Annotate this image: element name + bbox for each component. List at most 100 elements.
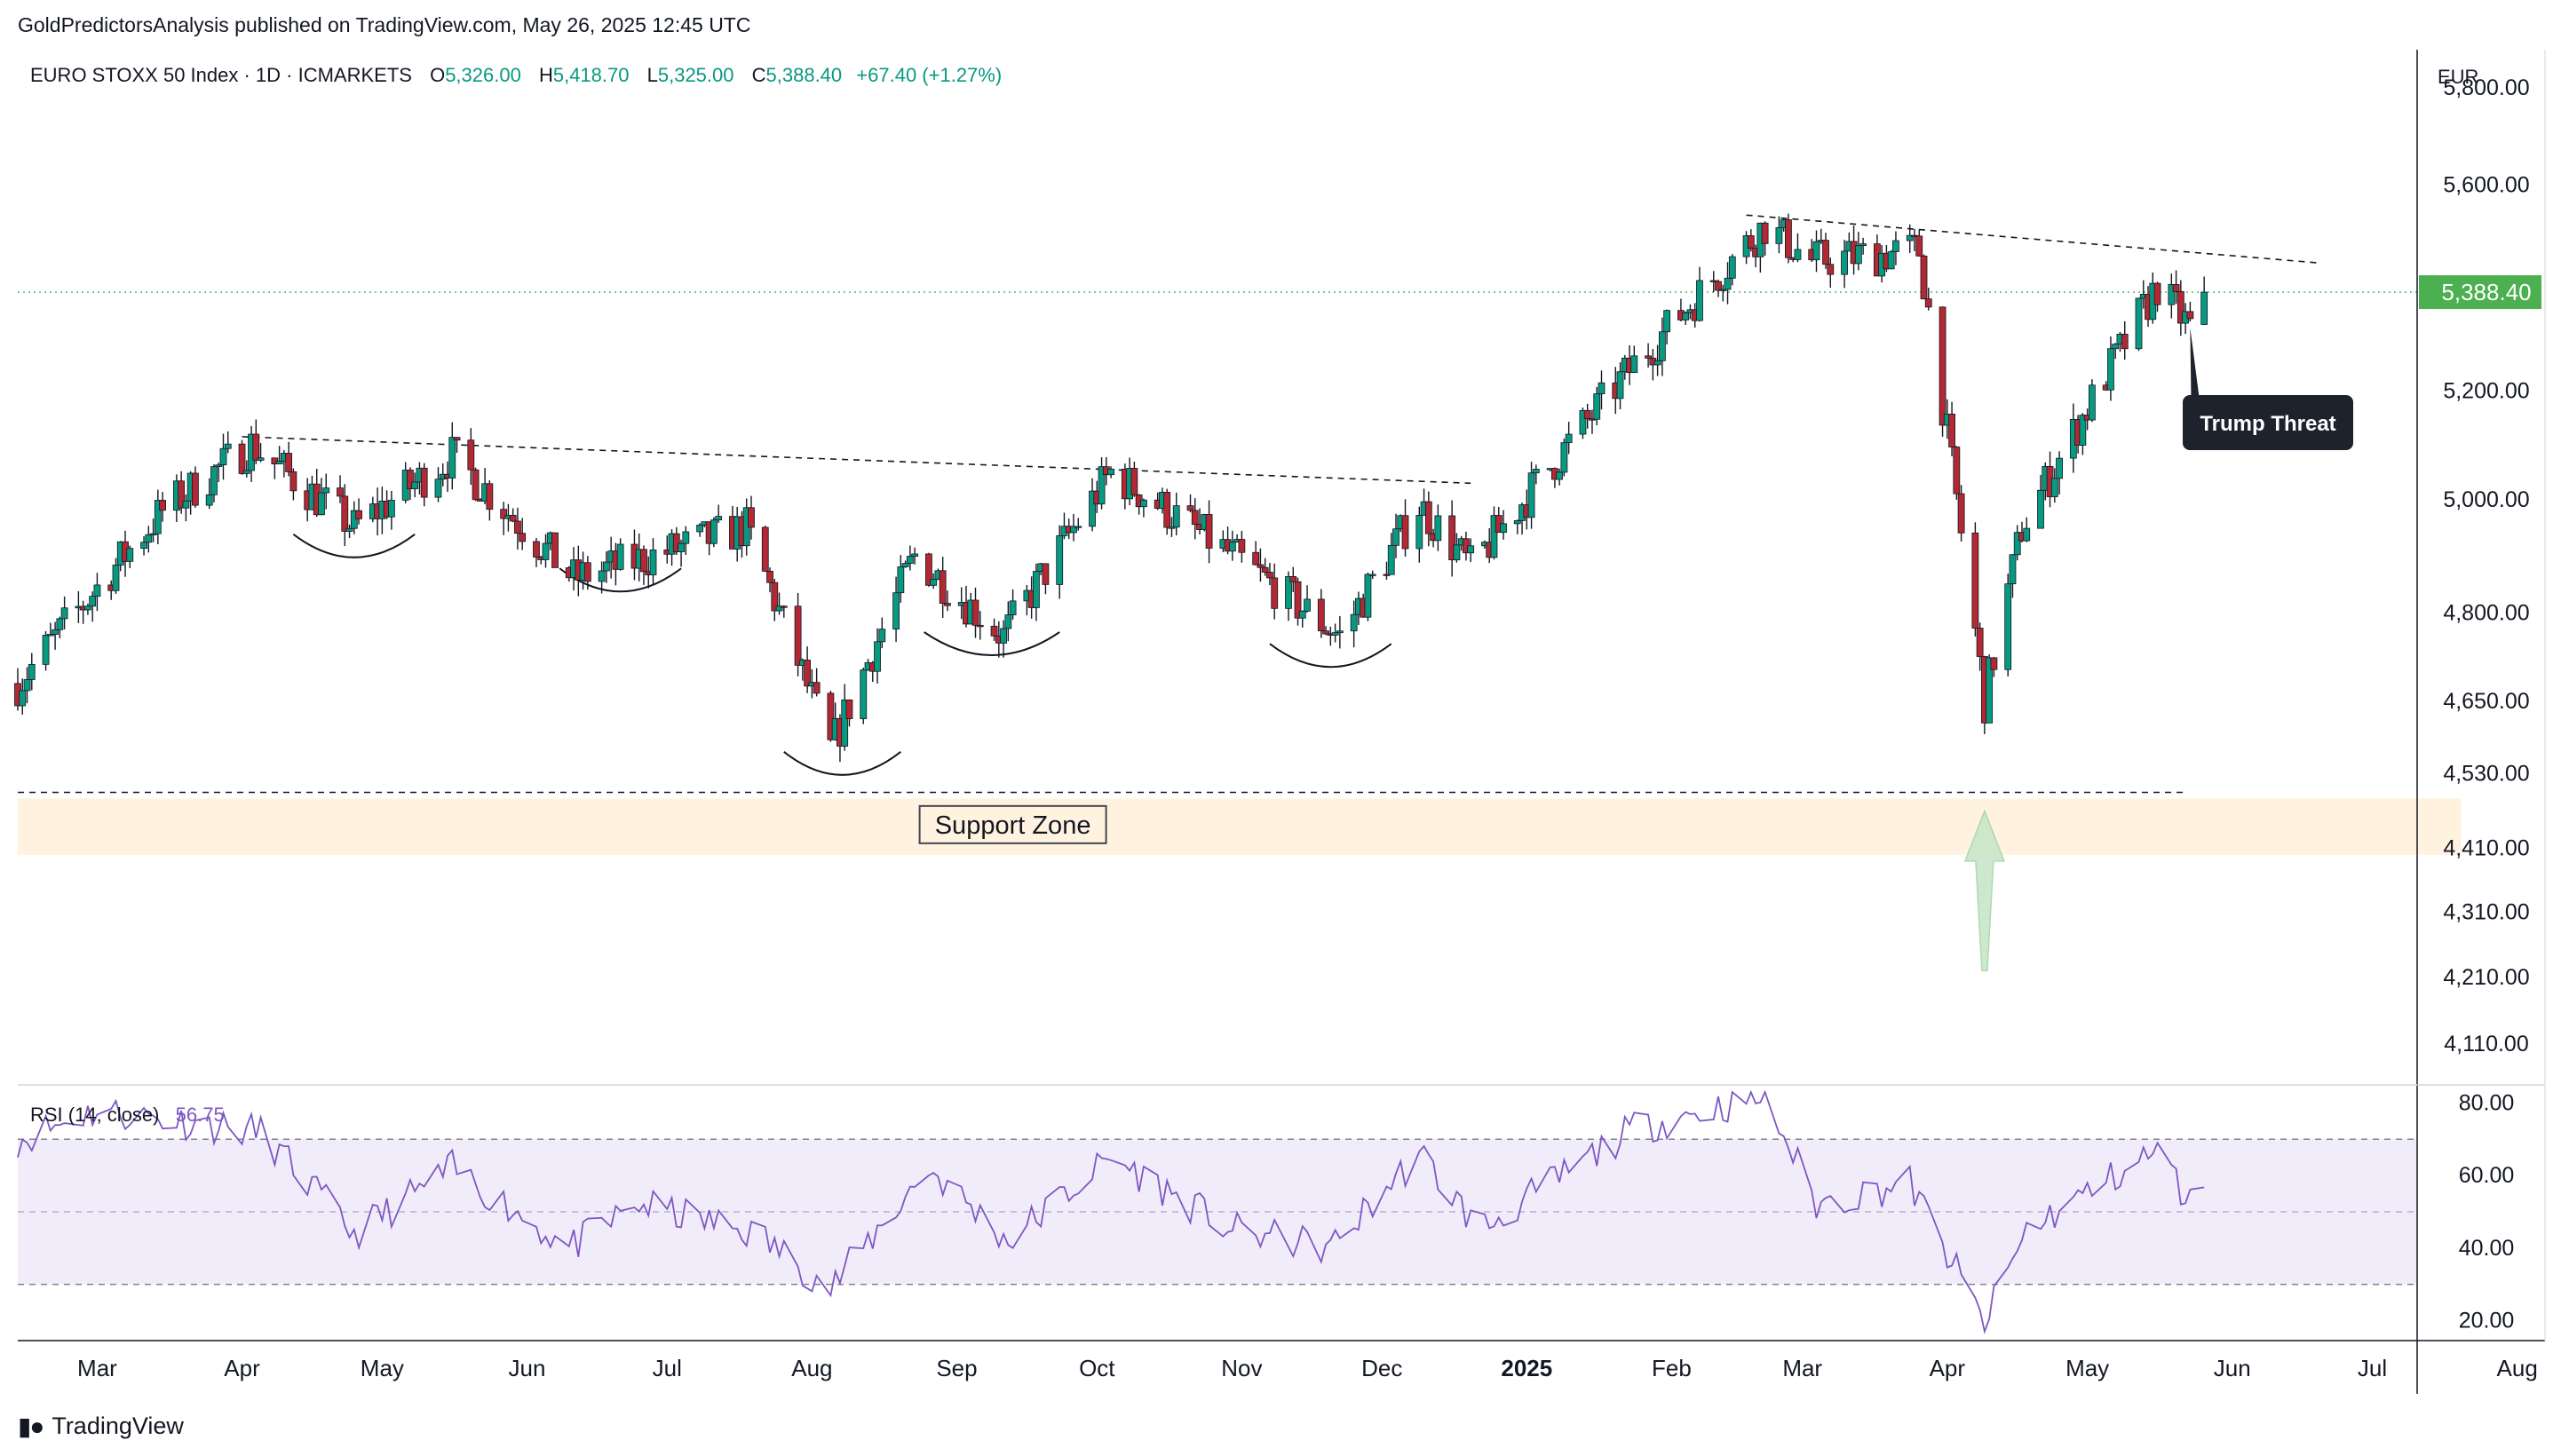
candle	[2200, 276, 2208, 326]
candle	[159, 492, 166, 522]
candle	[1285, 571, 1292, 621]
candle	[1415, 506, 1423, 563]
candle	[2004, 574, 2012, 677]
candle	[215, 463, 223, 482]
candle	[514, 507, 521, 550]
candle	[1565, 422, 1573, 455]
candlestick-layer	[14, 213, 2208, 763]
candle	[813, 668, 821, 697]
candle-body	[901, 563, 909, 567]
candle	[1976, 622, 1984, 671]
candle	[616, 538, 624, 571]
candle-body	[1172, 505, 1180, 528]
candle-body	[1467, 545, 1475, 554]
candle-body	[761, 526, 769, 572]
candle	[1812, 230, 1820, 273]
candle-body	[1915, 235, 1923, 257]
candle	[89, 591, 97, 622]
candle	[472, 467, 480, 502]
candle	[1098, 457, 1106, 510]
candle-body	[715, 516, 723, 521]
candle-body	[678, 542, 685, 552]
candle	[897, 555, 905, 604]
candle	[1761, 221, 1769, 256]
candle	[1906, 224, 1914, 253]
candle	[1070, 514, 1077, 542]
candle	[1920, 254, 1928, 300]
resistance-trendline	[1746, 214, 2321, 265]
candle-body	[1448, 515, 1456, 561]
candle	[1887, 249, 1895, 270]
candle	[2176, 280, 2184, 336]
candle	[1289, 566, 1297, 592]
time-tick-label: Feb	[1652, 1355, 1692, 1381]
candle	[2013, 525, 2021, 561]
candle-body	[23, 679, 31, 692]
candle-body	[140, 542, 147, 550]
candle-body	[1971, 532, 1979, 629]
candle	[1392, 513, 1399, 558]
rsi-legend: RSI (14, close) 56.75	[30, 1104, 225, 1127]
candle	[1172, 492, 1180, 535]
candle-body	[640, 549, 647, 573]
time-tick-label: Mar	[77, 1355, 117, 1381]
candle	[1645, 343, 1652, 368]
candle-body	[1527, 472, 1535, 518]
time-tick-label: Apr	[224, 1355, 260, 1381]
candle	[874, 628, 881, 684]
candle	[715, 504, 723, 523]
time-tick-label: Apr	[1930, 1355, 1966, 1381]
candle	[2153, 281, 2161, 313]
candle-body	[1556, 471, 1564, 480]
candle	[1383, 561, 1391, 580]
candle	[453, 437, 461, 454]
candle	[1056, 525, 1064, 599]
last-price-badge	[2419, 275, 2541, 310]
price-tick-label: 5,200.00	[2443, 378, 2529, 403]
support-zone-label: Support Zone	[935, 811, 1091, 840]
candle-body	[1920, 255, 1928, 300]
candle	[1915, 229, 1923, 257]
candle	[906, 545, 914, 571]
candle	[892, 576, 900, 643]
currency-button[interactable]: EUR	[2438, 66, 2479, 88]
candle	[1257, 548, 1265, 582]
change-value: +67.40 (+1.27%)	[856, 64, 1003, 86]
candle	[1560, 439, 1568, 477]
candle-body	[285, 453, 293, 472]
price-tick-label: 5,000.00	[2443, 487, 2529, 512]
candle-body	[2153, 282, 2161, 305]
candle-body	[1822, 240, 1829, 265]
candle-body	[500, 509, 508, 519]
candle-body	[1098, 466, 1106, 505]
tradingview-brand[interactable]: ▮● TradingView	[18, 1412, 184, 1441]
candle-body	[182, 500, 190, 509]
candle	[845, 699, 853, 727]
candle-body	[925, 553, 932, 586]
candle-body	[242, 470, 250, 474]
candle-body	[1000, 628, 1007, 644]
candle-body	[350, 510, 358, 529]
candle	[925, 552, 932, 587]
candle	[1663, 309, 1671, 344]
candle-body	[542, 542, 550, 560]
candle-body	[939, 570, 947, 604]
candle	[2135, 297, 2143, 352]
price-tick-label: 4,800.00	[2443, 601, 2529, 626]
candle	[355, 498, 362, 525]
price-tick-label: 5,800.00	[2443, 75, 2529, 100]
price-tick-label: 4,410.00	[2443, 836, 2529, 861]
candle-body	[1317, 598, 1325, 632]
candle-body	[710, 519, 718, 544]
time-tick-label: Jul	[653, 1355, 682, 1381]
candle	[1630, 345, 1638, 374]
candle-body	[780, 605, 788, 608]
candle	[387, 490, 395, 530]
candle-body	[649, 550, 657, 575]
rsi-tick-label: 40.00	[2459, 1236, 2515, 1261]
candle	[804, 646, 812, 693]
candle-body	[1785, 219, 1792, 258]
candle-body	[19, 690, 27, 707]
candle	[52, 621, 59, 650]
candle-body	[1565, 433, 1573, 444]
